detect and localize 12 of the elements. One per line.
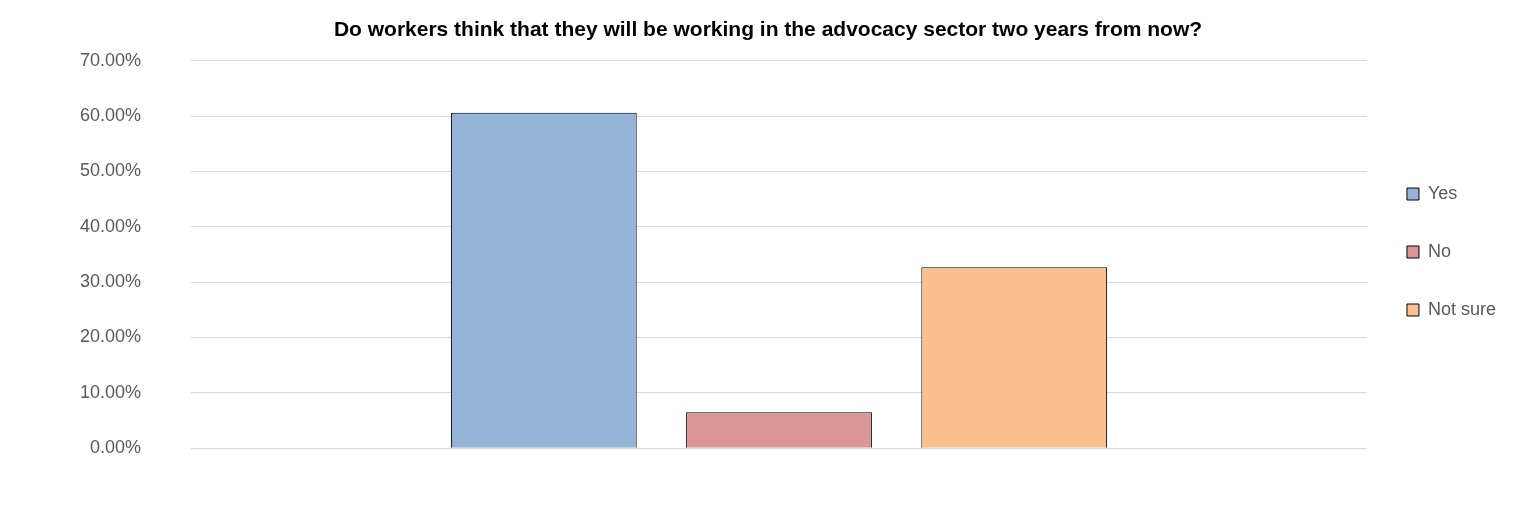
y-tick-label: 30.00% [79, 271, 142, 292]
legend-label: Yes [1427, 182, 1458, 203]
y-tick-label: 0.00% [90, 437, 142, 458]
chart-title: Do workers think that they will be working in the advocacy sector two years from now? [333, 17, 1203, 40]
legend-label: Not sure [1427, 298, 1496, 319]
y-tick-label: 50.00% [79, 160, 142, 181]
y-tick-label: 10.00% [79, 381, 142, 402]
y-tick-label: 20.00% [79, 326, 142, 347]
y-tick-label: 40.00% [79, 215, 142, 236]
y-tick-label: 70.00% [79, 49, 142, 70]
legend-label: No [1427, 240, 1451, 261]
y-tick-label: 60.00% [79, 105, 142, 126]
